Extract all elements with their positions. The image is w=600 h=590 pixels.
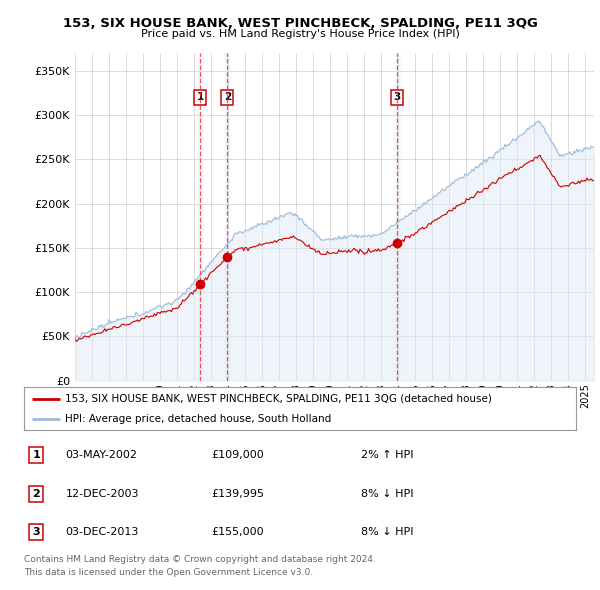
Text: 2: 2 — [32, 489, 40, 499]
Text: HPI: Average price, detached house, South Holland: HPI: Average price, detached house, Sout… — [65, 414, 332, 424]
Text: 153, SIX HOUSE BANK, WEST PINCHBECK, SPALDING, PE11 3QG: 153, SIX HOUSE BANK, WEST PINCHBECK, SPA… — [62, 17, 538, 30]
Text: 8% ↓ HPI: 8% ↓ HPI — [361, 489, 413, 499]
Bar — [225, 53, 230, 381]
Text: 1: 1 — [32, 450, 40, 460]
Bar — [394, 53, 400, 381]
Text: 03-DEC-2013: 03-DEC-2013 — [65, 527, 139, 537]
Text: £139,995: £139,995 — [212, 489, 265, 499]
Bar — [198, 53, 203, 381]
Text: 8% ↓ HPI: 8% ↓ HPI — [361, 527, 413, 537]
Text: £155,000: £155,000 — [212, 527, 265, 537]
Text: 2% ↑ HPI: 2% ↑ HPI — [361, 450, 413, 460]
Text: Contains HM Land Registry data © Crown copyright and database right 2024.: Contains HM Land Registry data © Crown c… — [24, 555, 376, 563]
Text: 12-DEC-2003: 12-DEC-2003 — [65, 489, 139, 499]
Text: 1: 1 — [197, 92, 204, 102]
Text: 03-MAY-2002: 03-MAY-2002 — [65, 450, 137, 460]
Text: £109,000: £109,000 — [212, 450, 265, 460]
Text: Price paid vs. HM Land Registry's House Price Index (HPI): Price paid vs. HM Land Registry's House … — [140, 29, 460, 39]
Text: This data is licensed under the Open Government Licence v3.0.: This data is licensed under the Open Gov… — [24, 568, 313, 576]
Text: 3: 3 — [394, 92, 401, 102]
Text: 153, SIX HOUSE BANK, WEST PINCHBECK, SPALDING, PE11 3QG (detached house): 153, SIX HOUSE BANK, WEST PINCHBECK, SPA… — [65, 394, 492, 404]
Text: 2: 2 — [224, 92, 231, 102]
Text: 3: 3 — [32, 527, 40, 537]
